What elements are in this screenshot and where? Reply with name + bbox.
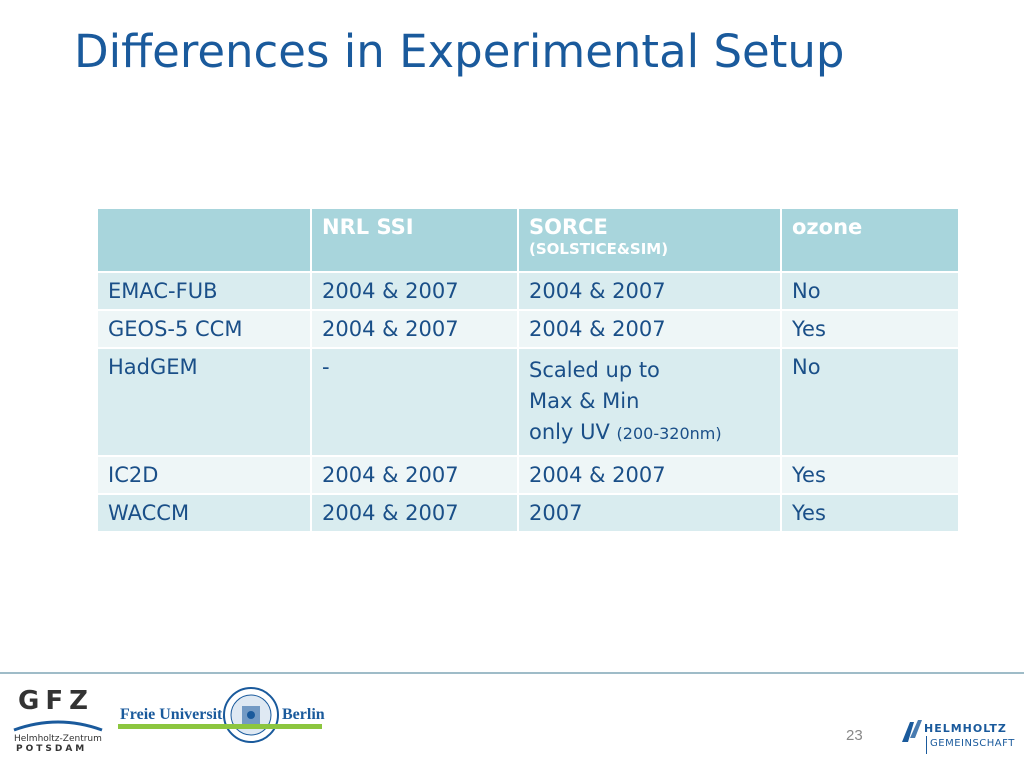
model-cell: WACCM — [98, 495, 310, 531]
gfz-logo: GFZ Helmholtz-Zentrum POTSDAM — [12, 686, 104, 754]
header-cell-nrl-ssi: NRL SSI — [312, 209, 517, 271]
header-cell-empty — [98, 209, 310, 271]
ozone-cell: No — [782, 349, 958, 455]
setup-table: NRL SSI SORCE (SOLSTICE&SIM) ozone EMAC-… — [96, 207, 960, 533]
nrl-cell: 2004 & 2007 — [312, 273, 517, 309]
model-cell: EMAC-FUB — [98, 273, 310, 309]
model-cell: HadGEM — [98, 349, 310, 455]
footer-divider — [0, 672, 1024, 674]
table-row: IC2D 2004 & 2007 2004 & 2007 Yes — [98, 457, 958, 493]
nrl-cell: - — [312, 349, 517, 455]
helmholtz-line2: GEMEINSCHAFT — [930, 738, 1015, 749]
nrl-cell: 2004 & 2007 — [312, 457, 517, 493]
fu-seal-icon — [223, 687, 279, 743]
gfz-arc-icon — [13, 720, 103, 732]
header-cell-ozone: ozone — [782, 209, 958, 271]
fu-logo-text-left: Freie Universität — [120, 706, 236, 723]
table-row: HadGEM - Scaled up to Max & Min only UV … — [98, 349, 958, 455]
ozone-cell: Yes — [782, 457, 958, 493]
fu-logo-text-right: Berlin — [282, 706, 325, 723]
helmholtz-line1: HELMHOLTZ — [924, 722, 1007, 735]
header-sorce-sublabel: (SOLSTICE&SIM) — [529, 240, 669, 258]
nrl-cell: 2004 & 2007 — [312, 495, 517, 531]
gfz-logo-line2: POTSDAM — [16, 744, 88, 754]
sorce-line-3-text: only UV — [529, 420, 610, 444]
sorce-line-3-range: (200-320nm) — [616, 424, 722, 443]
ozone-cell: Yes — [782, 311, 958, 347]
model-cell: GEOS-5 CCM — [98, 311, 310, 347]
page-number: 23 — [846, 727, 863, 744]
header-sorce-label: SORCE — [529, 215, 608, 239]
ozone-cell: Yes — [782, 495, 958, 531]
sorce-cell: 2004 & 2007 — [519, 311, 780, 347]
sorce-cell: 2004 & 2007 — [519, 273, 780, 309]
gfz-logo-line1: Helmholtz-Zentrum — [14, 734, 102, 744]
nrl-cell: 2004 & 2007 — [312, 311, 517, 347]
sorce-cell: 2004 & 2007 — [519, 457, 780, 493]
fu-logo-green-bar — [118, 724, 322, 729]
sorce-line-3: only UV (200-320nm) — [529, 417, 770, 449]
gfz-logo-letters: GFZ — [18, 686, 94, 716]
ozone-cell: No — [782, 273, 958, 309]
slide-title: Differences in Experimental Setup — [74, 25, 845, 78]
helmholtz-wing-icon — [902, 720, 922, 742]
fu-berlin-logo: Freie Universität Berlin — [118, 686, 325, 746]
sorce-line-1: Scaled up to — [529, 358, 660, 382]
table-header-row: NRL SSI SORCE (SOLSTICE&SIM) ozone — [98, 209, 958, 271]
helmholtz-divider — [926, 736, 927, 754]
table-row: WACCM 2004 & 2007 2007 Yes — [98, 495, 958, 531]
table-row: GEOS-5 CCM 2004 & 2007 2004 & 2007 Yes — [98, 311, 958, 347]
sorce-cell: 2007 — [519, 495, 780, 531]
sorce-line-2: Max & Min — [529, 389, 640, 413]
helmholtz-logo: HELMHOLTZ GEMEINSCHAFT — [900, 716, 1020, 758]
sorce-cell: Scaled up to Max & Min only UV (200-320n… — [519, 349, 780, 455]
header-cell-sorce: SORCE (SOLSTICE&SIM) — [519, 209, 780, 271]
table-row: EMAC-FUB 2004 & 2007 2004 & 2007 No — [98, 273, 958, 309]
model-cell: IC2D — [98, 457, 310, 493]
